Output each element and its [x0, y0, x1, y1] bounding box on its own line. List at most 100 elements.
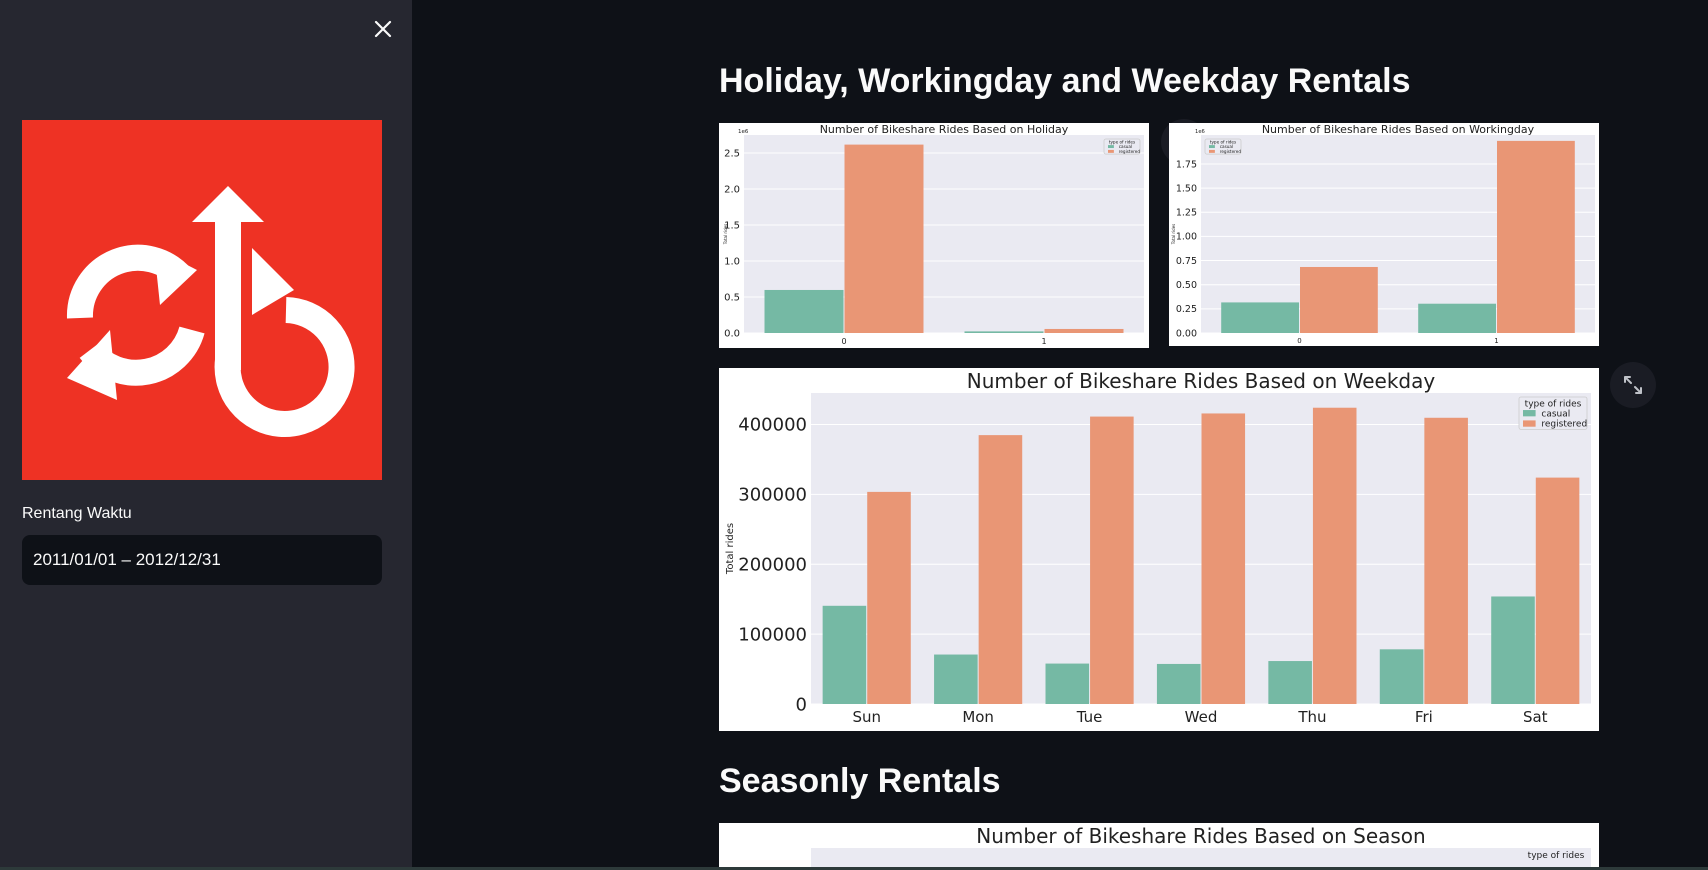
legend-entry: registered [1220, 149, 1242, 154]
xtick-label: 0 [1297, 337, 1301, 345]
legend-title: type of rides [1210, 139, 1236, 144]
bar-casual [934, 654, 978, 704]
close-icon [374, 20, 392, 38]
ytick-label: 100000 [738, 624, 807, 645]
ytick-label: 0.25 [1176, 304, 1197, 315]
ytick-label: 0.0 [724, 329, 740, 340]
legend-entry: casual [1220, 144, 1233, 149]
xtick-label: Tue [1076, 708, 1103, 726]
bar-casual [1379, 649, 1424, 704]
bar-registered [1424, 417, 1468, 704]
ytick-label: 2.0 [724, 185, 740, 196]
season-chart-svg: Number of Bikeshare Rides Based on Seaso… [811, 824, 1591, 867]
chart-title: Number of Bikeshare Rides Based on Weekd… [967, 369, 1436, 393]
section-title-season: Seasonly Rentals [719, 762, 1001, 800]
ytick-label: 0.5 [724, 293, 740, 304]
xtick-label: Thu [1297, 708, 1326, 726]
xtick-label: Sat [1523, 708, 1548, 726]
season-chart: Number of Bikeshare Rides Based on Seaso… [719, 823, 1599, 867]
xtick-label: Fri [1415, 708, 1433, 726]
bar-registered [1497, 140, 1575, 333]
bar-casual [964, 331, 1044, 333]
bar-casual [1268, 661, 1312, 704]
bar-registered [867, 491, 911, 704]
chart-title: Number of Bikeshare Rides Based on Seaso… [976, 824, 1425, 848]
y-axis-label: Total rides [1171, 224, 1176, 245]
xtick-label: 1 [1041, 337, 1046, 346]
bar-casual [1418, 303, 1496, 333]
legend-swatch-casual [1108, 145, 1114, 149]
ytick-label: 0 [796, 694, 807, 715]
ytick-label: 2.5 [724, 149, 740, 160]
y-axis-label: Total rides [725, 523, 736, 575]
bar-registered [1535, 477, 1580, 704]
xtick-label: 1 [1494, 337, 1498, 345]
workingday-chart: Number of Bikeshare Rides Based on Worki… [1169, 123, 1599, 346]
legend-title: type of rides [1525, 399, 1582, 409]
ytick-label: 0.50 [1176, 280, 1197, 291]
legend-title: type of rides [1109, 139, 1135, 144]
chart-title: Number of Bikeshare Rides Based on Holid… [820, 123, 1069, 136]
bar-casual [1221, 302, 1299, 333]
bar-casual [1156, 663, 1201, 704]
bar-registered [1044, 328, 1124, 333]
expand-icon [1624, 376, 1642, 394]
date-range-label: Rentang Waktu [22, 505, 132, 522]
xtick-label: 0 [841, 337, 846, 346]
section-title-holiday: Holiday, Workingday and Weekday Rentals [719, 62, 1411, 100]
fullscreen-button-weekday[interactable] [1610, 362, 1656, 408]
legend-box [1518, 396, 1588, 430]
y-scale-label: 1e6 [1195, 129, 1205, 135]
bar-registered [844, 144, 924, 333]
close-sidebar-button[interactable] [370, 16, 396, 42]
xtick-label: Wed [1185, 708, 1218, 726]
bikeshare-logo [22, 120, 382, 480]
bar-registered [978, 435, 1023, 704]
ytick-label: 1.75 [1176, 159, 1197, 170]
ytick-label: 300000 [738, 485, 807, 506]
plot-area [811, 848, 1591, 867]
legend-swatch-casual [1209, 145, 1215, 149]
bottom-bar [0, 867, 1708, 870]
plot-area [811, 393, 1591, 704]
weekday-chart: Number of Bikeshare Rides Based on Weekd… [719, 368, 1599, 731]
legend-entry: casual [1119, 144, 1132, 149]
legend-swatch-registered [1209, 149, 1215, 153]
legend-title: type of rides [1528, 851, 1585, 861]
ytick-label: 400000 [738, 415, 807, 436]
workingday-chart-svg: Number of Bikeshare Rides Based on Worki… [1171, 123, 1595, 345]
ytick-label: 1.5 [724, 221, 740, 232]
legend-swatch-registered [1108, 149, 1114, 153]
main-content: Holiday, Workingday and Weekday Rentals … [412, 0, 1708, 867]
legend-entry: registered [1119, 149, 1141, 154]
bar-casual [1045, 663, 1090, 704]
weekday-chart-svg: Number of Bikeshare Rides Based on Weekd… [725, 369, 1591, 726]
legend-swatch-registered [1523, 420, 1536, 427]
bar-casual [1491, 596, 1535, 704]
xtick-label: Sun [852, 708, 881, 726]
bar-registered [1201, 413, 1246, 704]
legend-entry: casual [1541, 409, 1570, 419]
ytick-label: 1.00 [1176, 232, 1197, 243]
y-axis-label: Total rides [723, 224, 728, 245]
holiday-chart-svg: Number of Bikeshare Rides Based on Holid… [723, 123, 1144, 346]
ytick-label: 1.25 [1176, 208, 1197, 219]
chart-title: Number of Bikeshare Rides Based on Worki… [1262, 123, 1535, 136]
y-scale-label: 1e6 [738, 129, 749, 135]
legend-entry: registered [1541, 420, 1587, 430]
bar-registered [1300, 266, 1378, 333]
bar-casual [764, 289, 844, 333]
bar-registered [1090, 416, 1134, 704]
ytick-label: 0.75 [1176, 256, 1197, 267]
legend-swatch-casual [1523, 410, 1536, 417]
sidebar: Rentang Waktu 2011/01/01 – 2012/12/31 [0, 0, 412, 867]
holiday-chart: Number of Bikeshare Rides Based on Holid… [719, 123, 1149, 348]
ytick-label: 0.00 [1176, 328, 1197, 339]
date-range-input[interactable]: 2011/01/01 – 2012/12/31 [22, 535, 382, 585]
ytick-label: 1.50 [1176, 183, 1197, 194]
bikeshare-logo-icon [66, 186, 355, 437]
ytick-label: 1.0 [724, 257, 740, 268]
xtick-label: Mon [962, 708, 994, 726]
bar-casual [822, 605, 867, 704]
bar-registered [1312, 407, 1357, 704]
